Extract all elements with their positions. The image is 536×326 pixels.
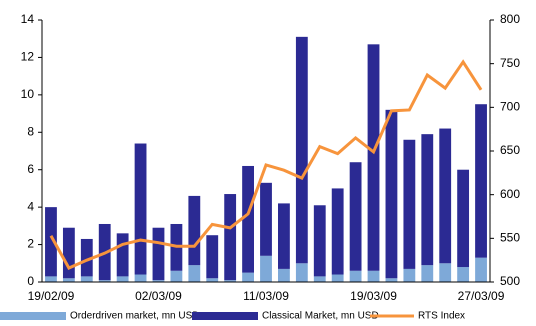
x-tick-label: 19/02/09 [28, 289, 75, 303]
bar [134, 143, 147, 275]
bar [45, 207, 57, 277]
bar [188, 195, 201, 266]
bar [152, 227, 165, 281]
legend-label: RTS Index [418, 311, 465, 322]
bar [224, 194, 237, 281]
bar [278, 268, 290, 282]
bar [278, 203, 290, 269]
bar [80, 276, 93, 282]
y-tick-label: 6 [27, 162, 34, 176]
bar [349, 162, 362, 271]
bar [62, 227, 75, 279]
bar [349, 270, 362, 282]
y2-tick-label: 700 [500, 100, 520, 114]
bar [313, 205, 326, 277]
bar [457, 169, 470, 268]
bar [134, 274, 147, 282]
bar [116, 276, 129, 282]
bar [385, 278, 398, 282]
y2-tick-label: 550 [500, 231, 520, 245]
line [49, 59, 483, 270]
bar [260, 255, 272, 282]
bar [80, 238, 93, 277]
bar [385, 109, 398, 279]
bar [439, 263, 452, 282]
bar [295, 36, 308, 264]
x-tick-label: 11/03/09 [243, 289, 289, 303]
bar [206, 235, 219, 279]
y2-tick-label: 600 [500, 187, 520, 201]
y2-tick-label: 800 [500, 12, 520, 26]
bar [475, 104, 487, 258]
bar [242, 272, 254, 282]
bar [45, 276, 57, 282]
bar [295, 263, 308, 282]
y-tick-label: 0 [27, 274, 34, 288]
y2-tick-label: 500 [500, 274, 520, 288]
bar [331, 274, 344, 282]
bar [439, 128, 452, 264]
y2-tick-label: 750 [500, 56, 520, 70]
bar [475, 257, 487, 282]
y2-tick-label: 650 [500, 143, 520, 157]
bar [116, 233, 129, 277]
bar [457, 267, 470, 282]
bar [403, 268, 416, 282]
legend-swatch [192, 312, 258, 320]
bar [367, 270, 380, 282]
bar [152, 280, 165, 282]
bar [331, 188, 344, 275]
x-tick-label: 02/03/09 [135, 289, 182, 303]
bar [62, 278, 75, 282]
legend-label: Orderdriven market, mn USD [70, 311, 199, 322]
y-tick-label: 2 [27, 237, 34, 251]
bar [224, 280, 237, 282]
legend-label: Classical Market, mn USD [262, 311, 379, 322]
bar [403, 139, 416, 269]
y-tick-label: 10 [21, 87, 35, 101]
x-tick-label: 19/03/09 [350, 289, 397, 303]
legend-swatch [0, 312, 66, 320]
bar [170, 270, 183, 282]
y-tick-label: 12 [21, 50, 35, 64]
bar [260, 182, 272, 256]
bar [206, 278, 219, 282]
x-tick-label: 27/03/09 [458, 289, 505, 303]
bar [188, 265, 201, 282]
y-tick-label: 4 [27, 199, 34, 213]
bar [98, 280, 111, 282]
bar [367, 44, 380, 271]
y-tick-label: 8 [27, 124, 34, 138]
bar [421, 265, 434, 282]
bar [313, 276, 326, 282]
bar [242, 165, 254, 273]
y-tick-label: 14 [21, 12, 35, 26]
bar [421, 134, 434, 266]
